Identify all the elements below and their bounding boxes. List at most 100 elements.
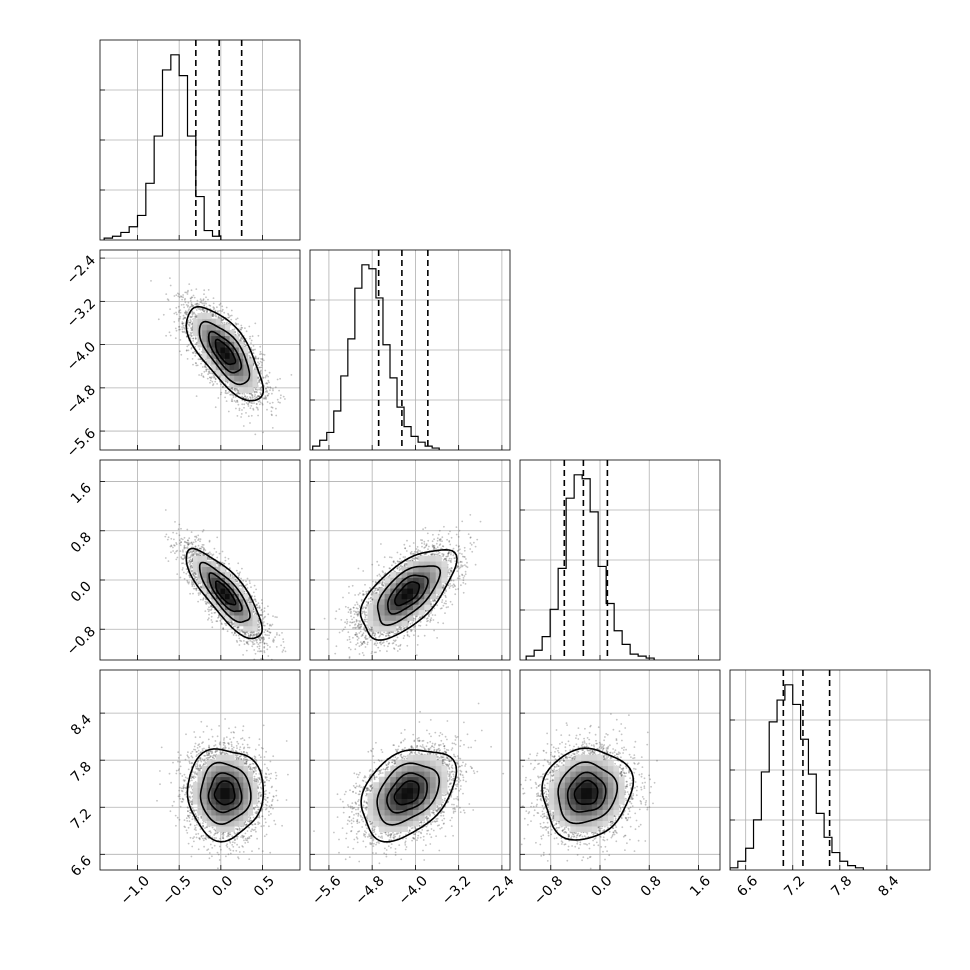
sample-point [253, 633, 256, 636]
sample-point [257, 792, 260, 795]
sample-point [448, 775, 450, 778]
sample-point [353, 621, 356, 623]
sample-point [254, 388, 257, 390]
sample-point [456, 570, 459, 573]
sample-point [255, 603, 257, 606]
sample-point [207, 289, 210, 291]
sample-point [230, 318, 233, 321]
sample-point [436, 554, 439, 556]
sample-point [199, 598, 202, 601]
density-cell [197, 798, 203, 805]
sample-point [471, 550, 474, 553]
sample-point [235, 758, 238, 760]
sample-point [354, 604, 356, 606]
sample-point [236, 572, 239, 575]
histogram-steps-0 [103, 54, 222, 240]
sample-point [259, 661, 261, 663]
sample-point [188, 552, 191, 554]
sample-point [191, 553, 194, 556]
sample-point [253, 402, 255, 404]
sample-point [205, 370, 208, 372]
sample-point [198, 767, 201, 770]
sample-point [191, 807, 194, 810]
sample-point [367, 590, 370, 593]
sample-point [452, 583, 455, 586]
sample-point [392, 560, 395, 563]
sample-point [179, 339, 182, 341]
sample-point [403, 755, 405, 758]
sample-point [214, 377, 217, 380]
sample-point [183, 326, 185, 329]
sample-point [177, 320, 180, 322]
sample-point [194, 826, 197, 829]
density-cell [197, 809, 203, 816]
sample-point [207, 746, 210, 749]
sample-point [202, 309, 204, 312]
sample-point [355, 773, 358, 776]
sample-point [356, 635, 358, 638]
sample-point [193, 551, 196, 554]
sample-point [190, 304, 193, 306]
sample-point [264, 808, 267, 811]
sample-point [269, 806, 272, 809]
density-cell [220, 588, 226, 594]
sample-point [262, 637, 265, 639]
sample-point [237, 626, 240, 629]
sample-point [451, 567, 453, 569]
sample-point [439, 543, 442, 546]
sample-point [257, 779, 259, 782]
density-cell [202, 809, 208, 816]
sample-point [388, 833, 391, 836]
density-cell [192, 787, 198, 794]
sample-point [349, 648, 352, 651]
density-cell [384, 593, 391, 600]
sample-point [429, 619, 432, 621]
sample-point [431, 544, 434, 546]
density-cell [252, 782, 258, 789]
sample-point [170, 781, 173, 784]
sample-point [246, 587, 249, 589]
sample-point [263, 651, 266, 654]
sample-point [365, 787, 368, 790]
sample-point [186, 291, 189, 293]
sample-point [188, 576, 191, 579]
sample-point [225, 400, 228, 402]
sample-point [456, 736, 459, 738]
sample-point [190, 570, 193, 573]
sample-point [259, 650, 262, 652]
sample-point [448, 540, 451, 542]
sample-point [447, 533, 450, 535]
sample-point [248, 351, 251, 353]
sample-point [243, 835, 246, 838]
sample-point [239, 392, 242, 395]
sample-point [254, 598, 257, 601]
sample-point [362, 570, 365, 572]
sample-point [463, 555, 465, 558]
contour-level-1 [199, 761, 252, 826]
sample-point [203, 304, 206, 306]
sample-point [223, 562, 225, 565]
sample-point [448, 568, 451, 570]
sample-point [212, 306, 215, 309]
sample-point [188, 563, 191, 566]
sample-point [262, 359, 265, 362]
sample-point [187, 541, 190, 544]
sample-point [262, 638, 265, 641]
density-cell [252, 793, 258, 799]
sample-point [258, 362, 261, 365]
sample-point [230, 309, 233, 312]
sample-point [212, 313, 214, 315]
sample-point [213, 370, 216, 372]
sample-point [396, 636, 399, 639]
sample-point [222, 627, 225, 629]
sample-point [215, 620, 218, 623]
density-cell [390, 598, 397, 605]
sample-point [195, 589, 198, 592]
sample-point [363, 636, 366, 639]
sample-point [413, 553, 415, 556]
sample-point [346, 622, 348, 625]
sample-point [196, 765, 199, 768]
density-cell [197, 341, 203, 348]
sample-point [363, 628, 365, 631]
sample-point [215, 837, 218, 839]
